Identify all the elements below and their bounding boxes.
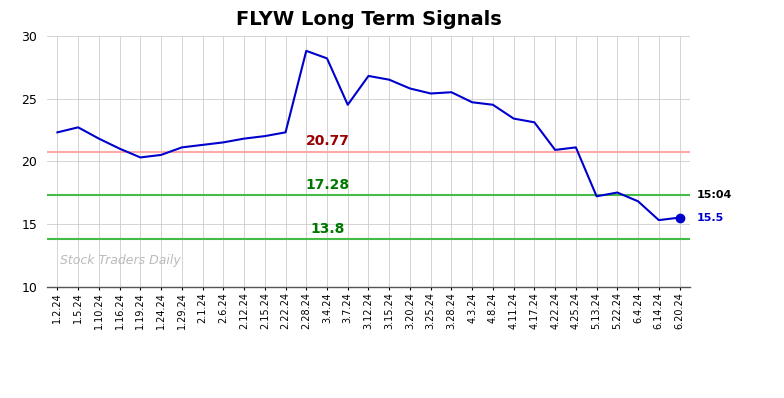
Text: Stock Traders Daily: Stock Traders Daily [60,254,180,267]
Title: FLYW Long Term Signals: FLYW Long Term Signals [236,10,501,29]
Text: 15.5: 15.5 [696,213,724,222]
Text: 20.77: 20.77 [306,135,350,148]
Text: 13.8: 13.8 [310,222,345,236]
Text: 15:04: 15:04 [696,190,731,200]
Text: 17.28: 17.28 [305,178,350,192]
